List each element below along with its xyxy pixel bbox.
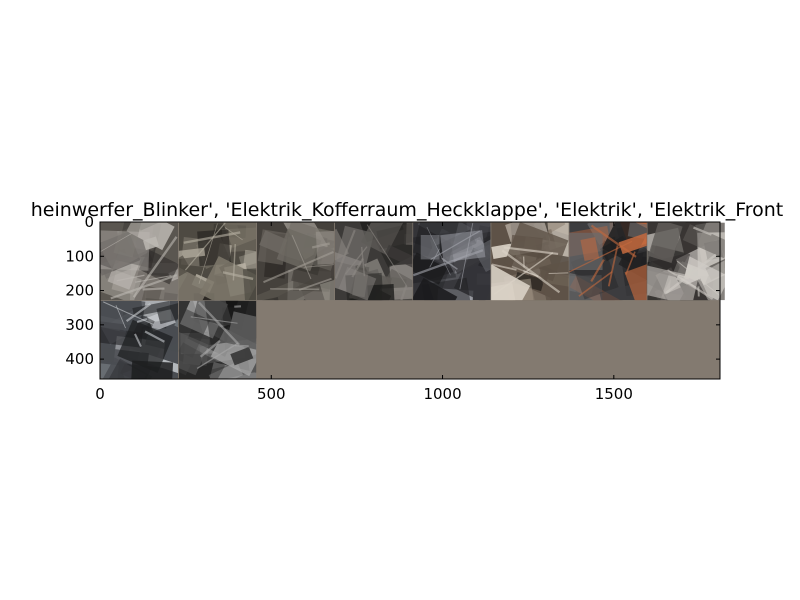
image-tile bbox=[334, 222, 413, 301]
image-tile bbox=[178, 222, 257, 301]
image-tile bbox=[256, 222, 335, 301]
image-tile bbox=[413, 222, 491, 301]
x-tick-label: 0 bbox=[95, 385, 105, 403]
plot-area bbox=[99, 221, 725, 380]
y-axis: 0 100 200 300 400 bbox=[65, 213, 720, 368]
image-tile bbox=[100, 222, 179, 301]
y-tick-label: 300 bbox=[65, 316, 94, 334]
y-tick-label: 400 bbox=[65, 350, 94, 368]
image-tile bbox=[647, 222, 725, 301]
image-tile bbox=[491, 222, 569, 301]
x-tick-label: 500 bbox=[257, 385, 286, 403]
image-tile bbox=[100, 300, 179, 379]
image-tile bbox=[569, 222, 647, 301]
image-tile bbox=[178, 300, 257, 379]
axes-frame bbox=[99, 221, 721, 380]
y-tick-label: 100 bbox=[65, 247, 94, 265]
y-tick-label: 0 bbox=[84, 213, 94, 231]
x-tick-label: 1500 bbox=[595, 385, 633, 403]
chart-title: heinwerfer_Blinker', 'Elektrik_Kofferrau… bbox=[31, 199, 784, 221]
y-tick-label: 200 bbox=[65, 282, 94, 300]
x-tick-label: 1000 bbox=[423, 385, 461, 403]
x-axis: 0 500 1000 1500 bbox=[95, 222, 633, 403]
